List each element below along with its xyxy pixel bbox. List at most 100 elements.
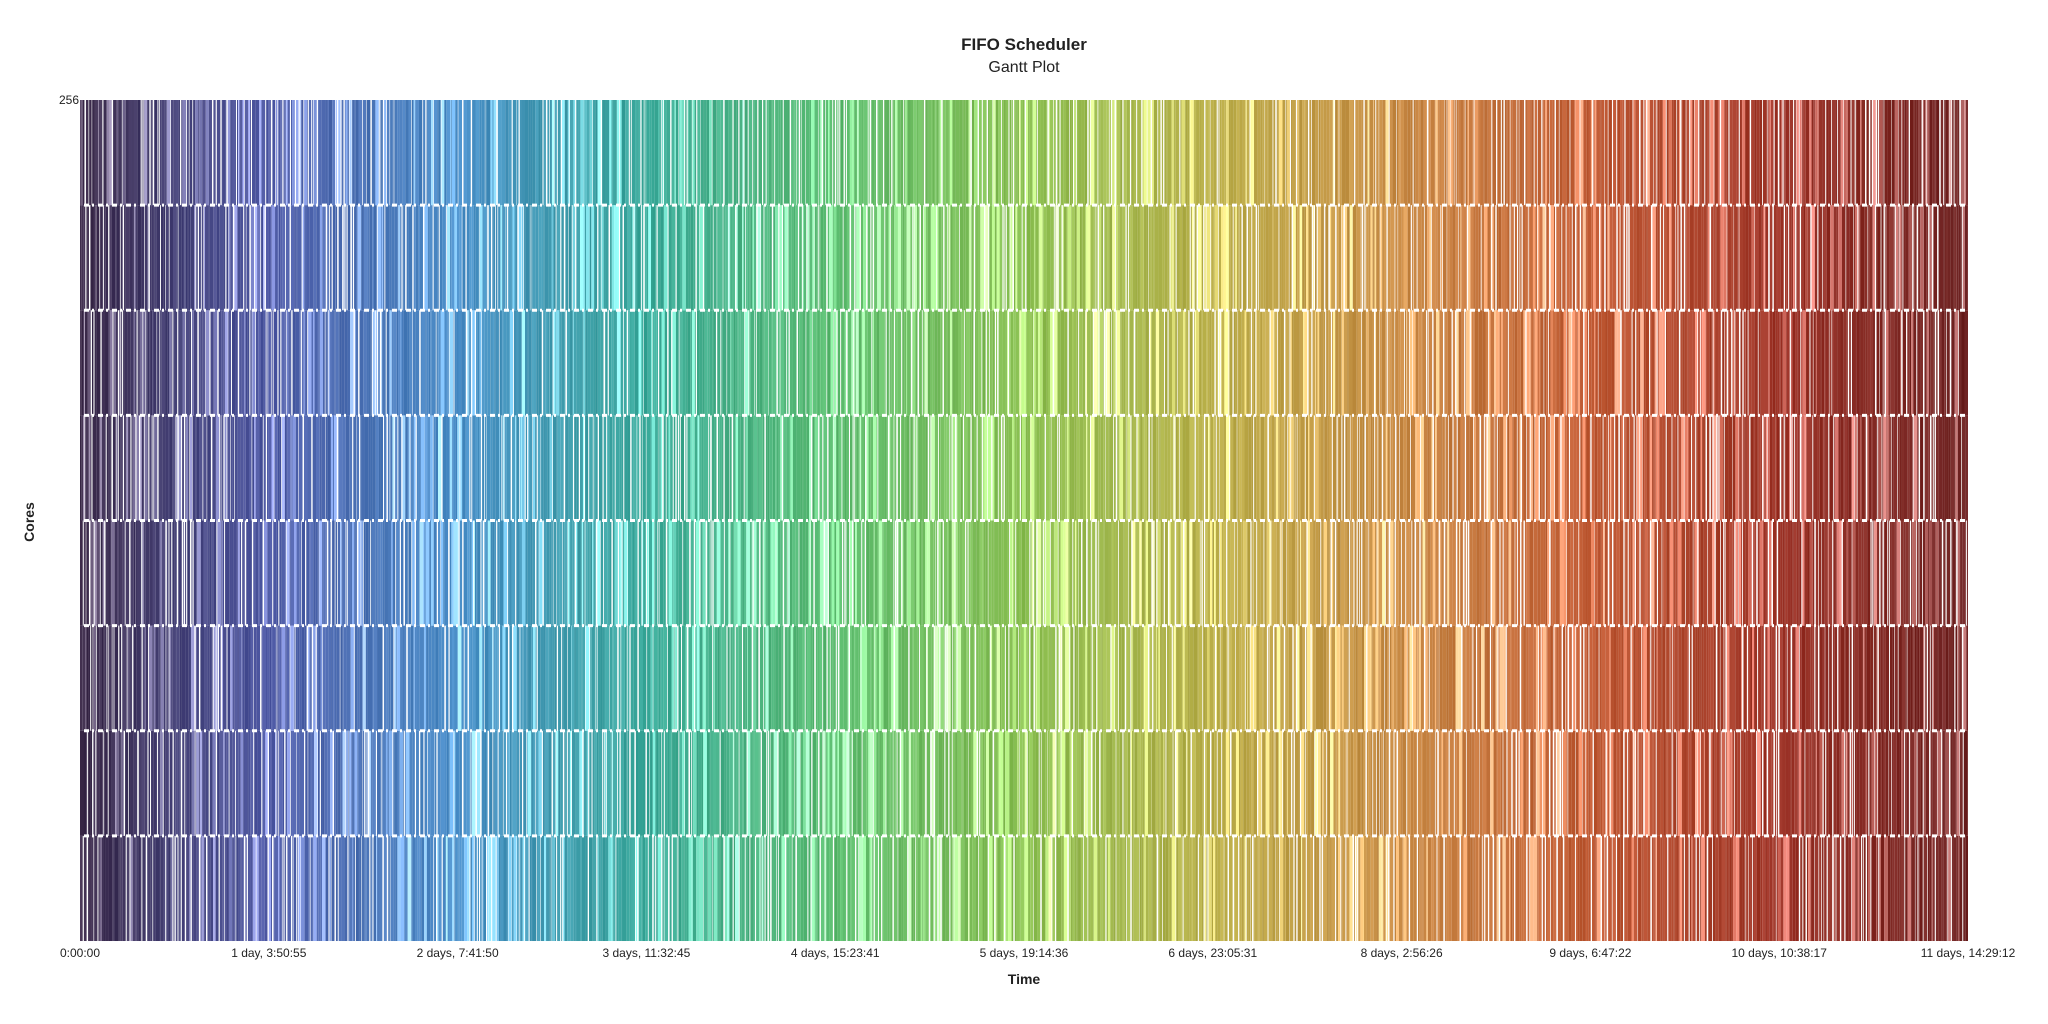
job-bar xyxy=(572,520,575,626)
job-bar xyxy=(370,520,372,626)
job-bar xyxy=(761,205,764,311)
job-bar xyxy=(561,205,564,311)
job-bar xyxy=(1246,520,1248,626)
job-bar xyxy=(1243,520,1247,626)
job-bar xyxy=(104,730,108,836)
job-bar xyxy=(592,520,594,626)
job-bar xyxy=(717,205,720,311)
job-bar xyxy=(286,205,290,311)
job-bar xyxy=(195,625,197,731)
job-bar xyxy=(780,205,782,311)
job-bar xyxy=(1509,415,1513,521)
job-bar xyxy=(224,310,228,416)
job-bar xyxy=(1836,835,1840,942)
job-bar xyxy=(940,415,945,521)
job-bar xyxy=(1683,835,1685,942)
job-bar xyxy=(1811,730,1814,836)
job-bar xyxy=(1241,835,1244,942)
job-bar xyxy=(307,415,312,521)
job-bar xyxy=(1684,415,1688,521)
job-bar xyxy=(122,835,126,942)
job-bar xyxy=(1663,520,1667,626)
job-bar xyxy=(1308,310,1312,416)
job-bar xyxy=(359,625,363,731)
job-bar xyxy=(202,835,205,942)
job-bar xyxy=(1085,625,1088,731)
job-bar xyxy=(219,205,224,311)
job-bar xyxy=(682,310,686,416)
job-bar xyxy=(704,625,706,731)
job-bar xyxy=(1591,415,1595,521)
job-bar xyxy=(1896,730,1900,836)
job-bar xyxy=(1571,730,1576,836)
job-bar xyxy=(178,835,180,942)
job-bar xyxy=(1024,730,1027,836)
job-bar xyxy=(1732,730,1735,836)
job-bar xyxy=(1218,205,1221,311)
job-bar xyxy=(1336,730,1339,836)
job-bar xyxy=(271,625,273,731)
job-bar xyxy=(1385,520,1388,626)
job-bar xyxy=(1795,835,1799,942)
job-bar xyxy=(1254,835,1258,942)
job-bar xyxy=(459,730,462,836)
job-bar xyxy=(1663,835,1665,942)
job-bar xyxy=(494,520,497,626)
job-bar xyxy=(1591,310,1595,416)
job-bar xyxy=(1533,730,1535,836)
job-bar xyxy=(1636,520,1638,626)
job-bar xyxy=(234,415,238,521)
job-bar xyxy=(1148,835,1152,942)
job-bar xyxy=(661,310,665,416)
job-bar xyxy=(785,730,789,836)
job-bar xyxy=(1767,625,1770,731)
job-bar xyxy=(337,730,339,836)
job-bar xyxy=(1246,625,1248,731)
job-bar xyxy=(1307,520,1310,626)
job-bar xyxy=(830,520,832,626)
job-bar xyxy=(130,310,134,416)
job-bar xyxy=(1020,415,1022,521)
job-bar xyxy=(261,205,264,311)
job-bar xyxy=(1823,415,1825,521)
job-bar xyxy=(994,520,999,626)
job-bar xyxy=(222,415,224,521)
job-bar xyxy=(1792,625,1796,731)
job-bar xyxy=(1417,520,1420,626)
job-bar xyxy=(493,205,496,311)
job-bar xyxy=(96,730,100,836)
job-bar xyxy=(701,415,704,521)
job-bar xyxy=(1889,625,1893,731)
job-bar xyxy=(80,835,83,942)
job-bar xyxy=(254,415,256,521)
job-bar xyxy=(1512,730,1515,836)
job-bar xyxy=(346,625,351,731)
job-bar xyxy=(1257,205,1259,311)
job-bar xyxy=(1530,835,1534,942)
job-bar xyxy=(873,310,877,416)
job-bar xyxy=(401,310,404,416)
job-bar xyxy=(613,625,618,731)
job-bar xyxy=(1291,310,1294,416)
job-bar xyxy=(794,730,796,836)
job-bar xyxy=(1433,415,1436,521)
job-bar xyxy=(1313,520,1316,626)
job-bar xyxy=(190,625,195,731)
job-bar xyxy=(220,415,222,521)
job-bar xyxy=(776,835,778,942)
job-bar xyxy=(803,835,808,942)
job-bar xyxy=(396,520,400,626)
job-bar xyxy=(1537,310,1540,416)
job-bar xyxy=(1577,310,1581,416)
job-bar xyxy=(597,625,601,731)
job-bar xyxy=(1178,730,1180,836)
job-bar xyxy=(830,310,834,416)
job-bar xyxy=(371,835,373,942)
job-bar xyxy=(994,205,997,311)
job-bar xyxy=(884,415,887,521)
job-bar xyxy=(1924,415,1926,521)
job-bar xyxy=(1917,730,1921,836)
job-bar xyxy=(1769,310,1773,416)
job-bar xyxy=(1021,415,1026,521)
job-bar xyxy=(511,835,514,942)
